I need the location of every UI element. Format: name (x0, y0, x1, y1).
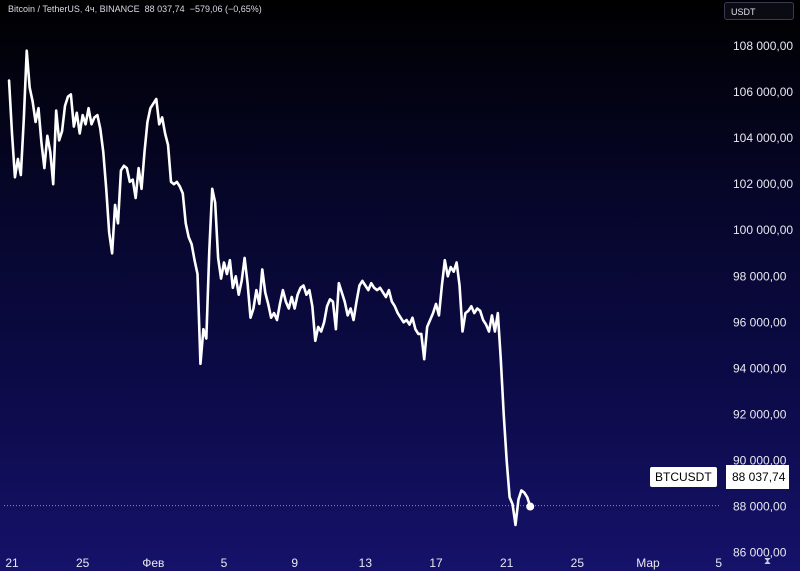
x-tick-label: 17 (429, 556, 443, 570)
x-tick-label: 13 (359, 556, 373, 570)
y-tick-label: 98 000,00 (733, 269, 787, 283)
x-tick-label: 21 (500, 556, 514, 570)
y-tick-label: 94 000,00 (733, 361, 787, 375)
series-line-btcusdt[interactable] (7, 49, 532, 527)
current-price-tag: 88 037,74 (726, 465, 790, 489)
y-tick-label: 106 000,00 (733, 85, 793, 99)
interval-label[interactable]: 4ч (84, 4, 95, 14)
y-axis-labels: 86 000,00 88 000,00 90 000,00 92 000,00 94 0… (733, 39, 793, 560)
x-tick-label: 25 (571, 556, 585, 570)
symbol-name[interactable]: Bitcoin / TetherUS (8, 4, 80, 14)
y-tick-label: 108 000,00 (733, 39, 793, 53)
exchange-label: BINANCE (99, 4, 140, 14)
price-change-value: −579,06 (−0,65%) (189, 4, 262, 14)
y-tick-label: 100 000,00 (733, 223, 793, 237)
x-tick-label: 5 (715, 556, 722, 570)
last-price-value: 88 037,74 (144, 4, 185, 14)
y-tick-label: 104 000,00 (733, 131, 793, 145)
x-axis-labels: 21 25 Фев 5 9 13 17 21 25 Мар 5 (5, 556, 722, 570)
x-tick-label: 21 (5, 556, 19, 570)
symbol-header[interactable]: Bitcoin / TetherUS, 4ч, BINANCE 88 037,7… (8, 4, 262, 14)
y-tick-label: 86 000,00 (733, 546, 787, 560)
x-tick-label: 9 (291, 556, 298, 570)
tradingview-logo-icon: ⧗ (764, 556, 772, 567)
y-tick-label: 88 000,00 (733, 500, 787, 514)
x-tick-label: Фев (142, 556, 164, 570)
series-group (7, 49, 535, 527)
x-tick-label: Мар (636, 556, 660, 570)
currency-button[interactable]: USDT (724, 2, 794, 20)
y-tick-label: 92 000,00 (733, 407, 787, 421)
x-tick-label: 25 (76, 556, 90, 570)
y-tick-label: 102 000,00 (733, 177, 793, 191)
last-point-marker (526, 502, 535, 511)
y-tick-label: 96 000,00 (733, 315, 787, 329)
y-tick-label: 90 000,00 (733, 453, 787, 467)
ticker-tag: BTCUSDT (650, 467, 717, 487)
x-tick-label: 5 (221, 556, 228, 570)
